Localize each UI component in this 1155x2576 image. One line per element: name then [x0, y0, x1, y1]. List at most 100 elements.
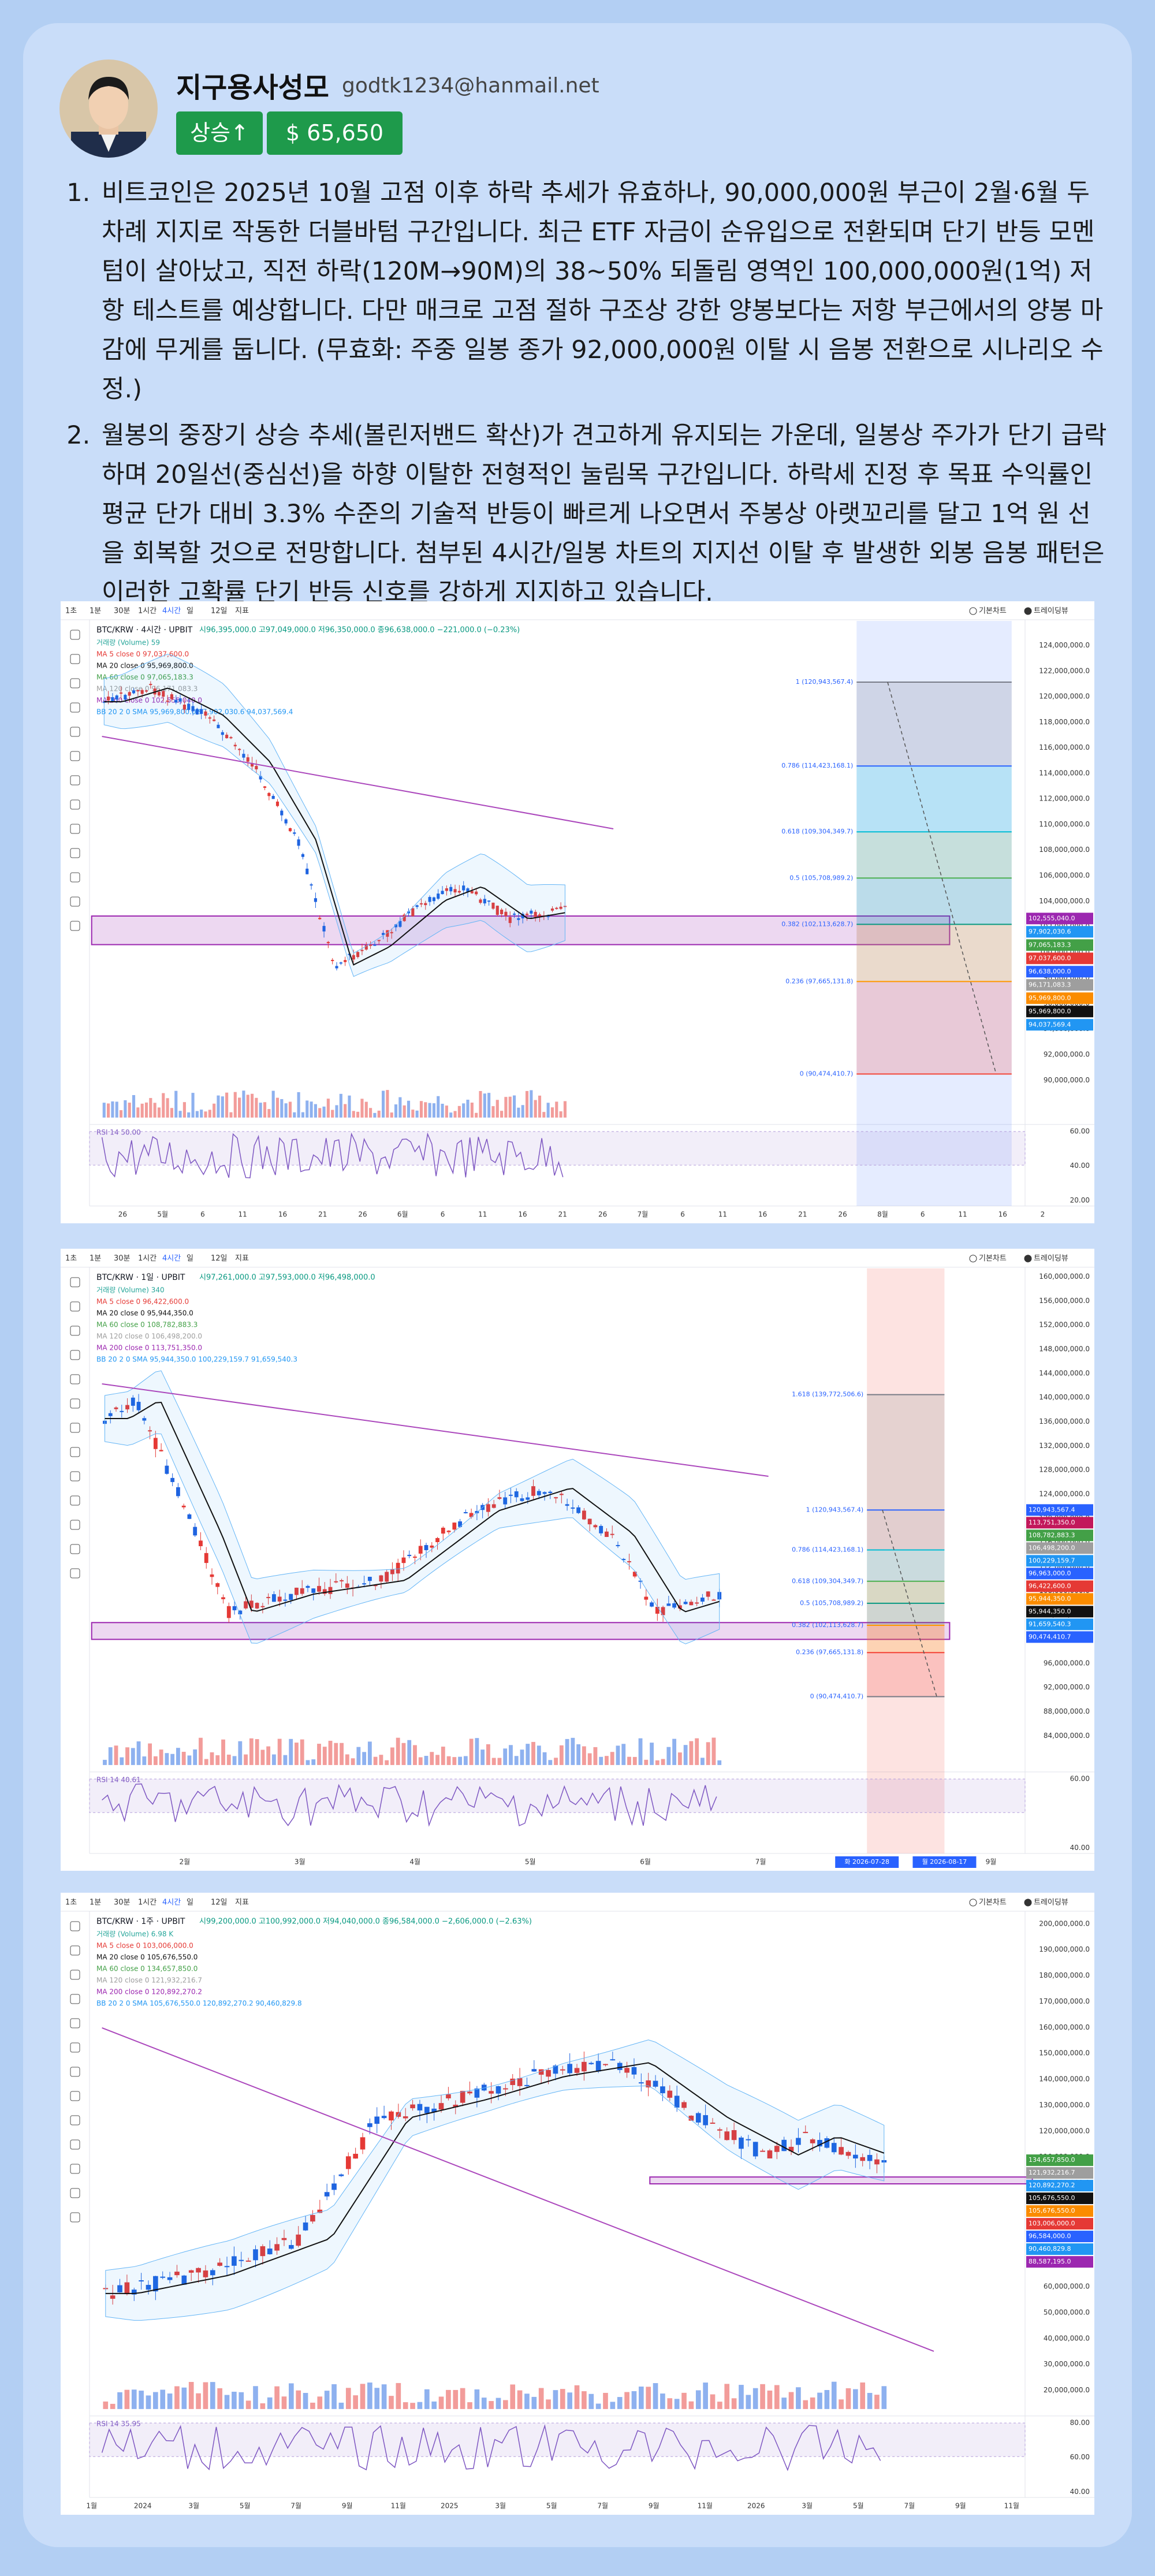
candle-body: [148, 1430, 152, 1432]
timeframe-button[interactable]: 지표: [235, 607, 249, 616]
volume-bar: [491, 1758, 496, 1765]
timeframe-button[interactable]: 일: [187, 1255, 193, 1263]
price-box-label: 96,963,000.0: [1029, 1569, 1071, 1577]
volume-bar: [210, 1752, 214, 1765]
candle-body: [560, 2069, 565, 2071]
candle-body: [196, 2268, 201, 2273]
candle-body: [389, 2111, 394, 2121]
candle-body: [266, 1596, 271, 1598]
candle-body: [467, 2091, 472, 2094]
price-tick-label: 132,000,000.0: [1039, 1442, 1090, 1450]
timeframe-button[interactable]: 일: [187, 607, 193, 616]
timeframe-button[interactable]: 1시간: [138, 1899, 157, 1907]
volume-bar: [373, 1756, 378, 1765]
volume-bar: [521, 1105, 524, 1118]
time-tick-label: 6월: [640, 1858, 651, 1866]
timeframe-button[interactable]: 1분: [90, 1255, 101, 1263]
volume-bar: [280, 1099, 284, 1118]
timeframe-button[interactable]: 12일: [211, 607, 228, 616]
price-tick-label: 110,000,000.0: [1039, 820, 1090, 828]
volume-bar: [610, 2402, 616, 2409]
tool-icon: [70, 872, 80, 883]
fib-label: 1 (120,943,567.4): [806, 1506, 864, 1513]
volume-bar: [711, 1737, 716, 1765]
volume-bar: [314, 1104, 317, 1118]
tool-icon: [70, 1970, 80, 1980]
toggle-label: 기본차트: [979, 1255, 1007, 1263]
timeframe-button[interactable]: 일: [187, 1899, 193, 1907]
price-box: [1026, 2218, 1093, 2230]
timeframe-button[interactable]: 4시간: [162, 1899, 181, 1907]
timeframe-button[interactable]: 1분: [90, 607, 101, 616]
candle-body: [107, 696, 110, 701]
candle-body: [153, 1438, 158, 1449]
candle-body: [683, 1602, 688, 1605]
timeframe-button[interactable]: 30분: [114, 607, 131, 616]
time-tick-label: 21: [318, 1211, 327, 1219]
volume-bar: [369, 1108, 372, 1118]
volume-bar: [458, 1756, 463, 1765]
volume-bar: [486, 1744, 490, 1765]
timeframe-button[interactable]: 지표: [235, 1899, 249, 1907]
candle-body: [424, 2106, 430, 2113]
price-box-label: 95,944,350.0: [1029, 1595, 1071, 1602]
timeframe-button[interactable]: 1시간: [138, 607, 157, 616]
volume-bar: [453, 1111, 457, 1118]
volume-bar: [295, 1743, 299, 1765]
price-box: [1026, 1006, 1093, 1018]
volume-bar: [495, 2398, 501, 2409]
volume-bar: [683, 1745, 688, 1765]
candle-body: [326, 941, 330, 943]
timeframe-button[interactable]: 4시간: [162, 1255, 181, 1263]
volume-bar: [514, 1756, 519, 1765]
timeframe-button[interactable]: 30분: [114, 1899, 131, 1907]
volume-bar: [267, 1109, 271, 1118]
volume-bar: [593, 1747, 598, 1765]
candle-body: [510, 2078, 516, 2085]
timeframe-button[interactable]: 1초: [65, 607, 77, 616]
volume-bar: [881, 2386, 887, 2409]
timeframe-button[interactable]: 12일: [211, 1899, 228, 1907]
timeframe-button[interactable]: 1시간: [138, 1255, 157, 1263]
timeframe-button[interactable]: 지표: [235, 1255, 249, 1263]
timeframe-button[interactable]: 30분: [114, 1255, 131, 1263]
time-tick-label: 11월: [391, 2502, 406, 2510]
price-box-label: 120,892,270.2: [1029, 2182, 1075, 2189]
candle-body: [238, 1610, 243, 1614]
volume-bar: [530, 1090, 533, 1118]
volume-bar: [452, 1757, 457, 1765]
timeframe-button[interactable]: 1초: [65, 1899, 77, 1907]
volume-bar: [124, 2389, 130, 2409]
candle-body: [491, 1504, 496, 1508]
volume-bar: [624, 2392, 629, 2409]
author-name: 지구용사성모: [176, 72, 329, 104]
timeframe-button[interactable]: 12일: [211, 1255, 228, 1263]
timeframe-button[interactable]: 1분: [90, 1899, 101, 1907]
price-box-label: 100,229,159.7: [1029, 1557, 1075, 1564]
candle-body: [373, 944, 377, 946]
candle-body: [695, 2113, 701, 2123]
price-box-label: 134,657,850.0: [1029, 2156, 1075, 2164]
volume-bar: [165, 1753, 169, 1765]
toggle-radio: [1024, 1899, 1032, 1907]
price-tick-label: 190,000,000.0: [1039, 1945, 1090, 1953]
price-box: [1026, 1019, 1093, 1031]
rsi-band: [89, 1131, 1026, 1166]
volume-bar: [311, 1759, 316, 1765]
timeframe-button[interactable]: 1초: [65, 1255, 77, 1263]
volume-bar: [367, 2383, 372, 2409]
volume-bar: [839, 2399, 844, 2409]
toggle-radio: [969, 1899, 977, 1907]
candle-body: [435, 1538, 439, 1543]
candle-body: [788, 2146, 794, 2151]
volume-bar: [653, 2383, 658, 2409]
volume-bar: [362, 1752, 367, 1765]
volume-bar: [221, 1739, 225, 1765]
candle-body: [360, 2137, 366, 2150]
time-tick-label: 11: [718, 1211, 727, 1219]
volume-bar: [178, 1111, 182, 1118]
volume-bar: [103, 1759, 107, 1765]
timeframe-button[interactable]: 4시간: [162, 607, 181, 616]
fib-zone: [867, 1625, 945, 1653]
volume-bar: [632, 1756, 637, 1765]
